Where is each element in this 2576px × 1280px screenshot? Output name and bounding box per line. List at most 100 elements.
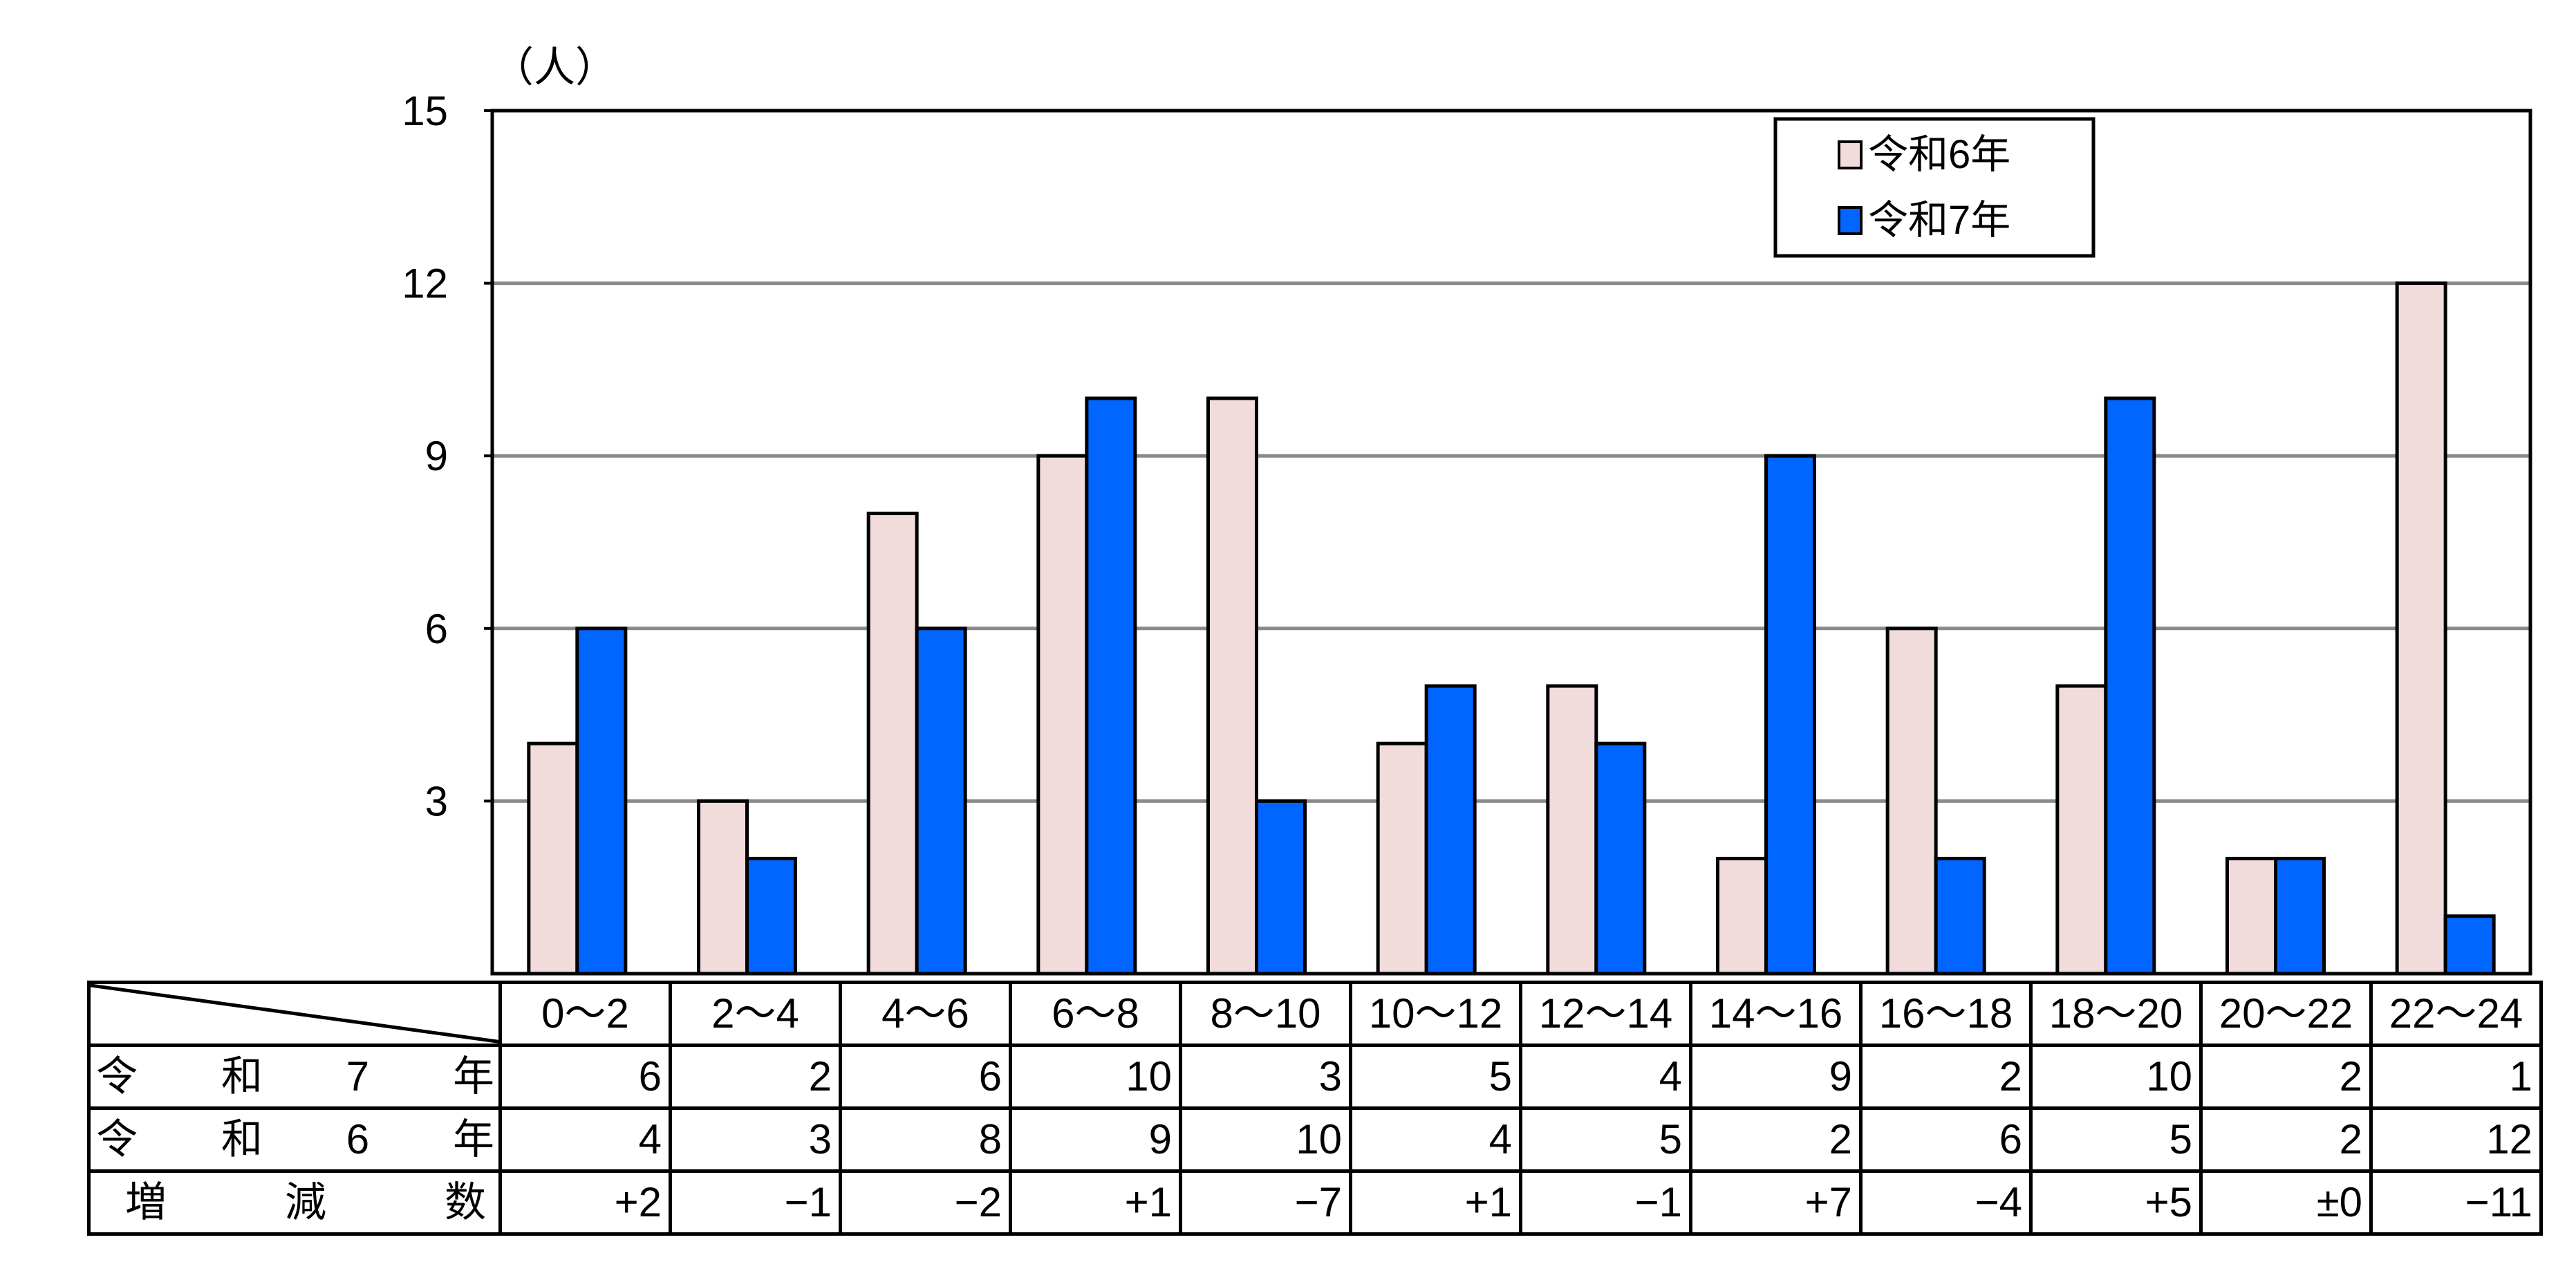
- bar-2025: [1085, 396, 1137, 976]
- legend-swatch-2024: [1838, 140, 1863, 169]
- table-cell: 4: [498, 1106, 672, 1173]
- legend-box: [1773, 117, 2096, 258]
- bar-2025: [575, 627, 628, 976]
- bar-2024: [1206, 396, 1258, 976]
- axes: 3 6 9 12 15: [402, 88, 2532, 976]
- table-cell: −11: [2369, 1169, 2543, 1236]
- y-tick-label: 15: [402, 88, 448, 134]
- bar-2024: [2225, 857, 2277, 976]
- table-cell: 3: [669, 1106, 842, 1173]
- row-label-char: 令: [96, 1053, 138, 1100]
- legend-swatch-2025: [1838, 206, 1863, 235]
- table-row-change: 増 減 数 +2 −1 −2 +1 −7 +1 −1 +7 −4 +5 ±0 −…: [87, 1169, 2543, 1236]
- row-label-char: 令: [96, 1116, 138, 1162]
- table-cell: +1: [1349, 1169, 1522, 1236]
- bar-2024: [1546, 684, 1598, 976]
- table-cell: 10: [2029, 1044, 2203, 1110]
- table-row-2025: 令 和 7 年 6 2 6 10 3 5 4 9 2 10 2 1: [87, 1044, 2543, 1110]
- bar-2025: [1934, 857, 1986, 976]
- table-cell: 6: [839, 1044, 1012, 1110]
- table-cell: 2: [1859, 1044, 2033, 1110]
- row-label-char: 数: [445, 1179, 486, 1225]
- table-cell: 5: [1349, 1044, 1522, 1110]
- table-row-2024: 令 和 6 年 4 3 8 9 10 4 5 2 6 5 2 12: [87, 1106, 2543, 1173]
- bar-chart: 3 6 9 12 15 （人） 令和6年 令和7年: [402, 44, 2532, 976]
- row-label-char: 年: [453, 1053, 494, 1100]
- table-header-cell: 22～24: [2369, 981, 2543, 1047]
- table-cell: +2: [498, 1169, 672, 1236]
- row-label-2024: 令 和 6 年: [87, 1106, 502, 1173]
- row-label-char: 7: [346, 1053, 370, 1100]
- table-cell: +1: [1009, 1169, 1182, 1236]
- bar-2025: [1424, 684, 1477, 976]
- row-label-char: 年: [453, 1116, 494, 1162]
- table-cell: 4: [1519, 1044, 1692, 1110]
- bar-2025: [1594, 741, 1647, 976]
- table-cell: 4: [1349, 1106, 1522, 1173]
- table-cell: 10: [1179, 1106, 1352, 1173]
- table-cell: +7: [1689, 1169, 1863, 1236]
- bar-2025: [915, 627, 967, 976]
- table-cell: 9: [1689, 1044, 1863, 1110]
- table-cell: 9: [1009, 1106, 1182, 1173]
- table-cell: −4: [1859, 1169, 2033, 1236]
- table-header-row: 0～2 2～4 4～6 6～8 8～10 10～12 12～14 14～16 1…: [87, 981, 2543, 1047]
- table-cell: 1: [2369, 1044, 2543, 1110]
- y-tick-label: 6: [425, 606, 448, 652]
- table-header-cell: 14～16: [1689, 981, 1863, 1047]
- table-cell: 2: [1689, 1106, 1863, 1173]
- gridlines: [492, 111, 2530, 974]
- bar-2025: [2443, 914, 2496, 976]
- y-tick-label: 9: [425, 433, 448, 479]
- y-tick-label: 3: [425, 778, 448, 824]
- table-header-cell: 12～14: [1519, 981, 1692, 1047]
- table-cell: −7: [1179, 1169, 1352, 1236]
- row-label-char: 増: [125, 1179, 167, 1225]
- bar-2024: [2395, 281, 2447, 976]
- table-corner-cell: [87, 981, 502, 1047]
- table-header-cell: 18～20: [2029, 981, 2203, 1047]
- bar-2024: [1376, 741, 1428, 976]
- row-label-change: 増 減 数: [87, 1169, 502, 1236]
- row-label-char: 6: [346, 1116, 370, 1162]
- bars: [527, 281, 2496, 976]
- bar-2025: [2274, 857, 2326, 976]
- table-header-cell: 0～2: [498, 981, 672, 1047]
- bar-2024: [866, 511, 919, 976]
- bar-2024: [1716, 857, 1768, 976]
- plot-area: [492, 111, 2530, 974]
- legend: 令和6年 令和7年: [1773, 117, 2096, 258]
- y-unit-label: （人）: [492, 44, 617, 91]
- table-cell: −1: [669, 1169, 842, 1236]
- legend-label-2024: 令和6年: [1868, 132, 2010, 177]
- table-cell: 8: [839, 1106, 1012, 1173]
- table-cell: 2: [669, 1044, 842, 1110]
- bar-2025: [745, 857, 797, 976]
- plot-border: [490, 109, 2532, 976]
- table-cell: 5: [1519, 1106, 1692, 1173]
- bar-2024: [697, 799, 749, 976]
- table-cell: 12: [2369, 1106, 2543, 1173]
- data-table: 0～2 2～4 4～6 6～8 8～10 10～12 12～14 14～16 1…: [87, 981, 2543, 1236]
- bar-2024: [527, 741, 579, 976]
- table-cell: 2: [2199, 1044, 2373, 1110]
- table-cell: +5: [2029, 1169, 2203, 1236]
- row-label-char: 和: [221, 1116, 263, 1162]
- table-cell: 10: [1009, 1044, 1182, 1110]
- y-tick-label: 12: [402, 261, 448, 307]
- table-cell: −1: [1519, 1169, 1692, 1236]
- table-cell: ±0: [2199, 1169, 2373, 1236]
- row-label-2025: 令 和 7 年: [87, 1044, 502, 1110]
- table-cell: 6: [1859, 1106, 2033, 1173]
- table-cell: 5: [2029, 1106, 2203, 1173]
- table-header-cell: 2～4: [669, 981, 842, 1047]
- bar-2024: [1885, 627, 1938, 976]
- row-label-char: 和: [221, 1053, 263, 1100]
- table-header-cell: 16～18: [1859, 981, 2033, 1047]
- table-header-cell: 20～22: [2199, 981, 2373, 1047]
- bar-2025: [1255, 799, 1307, 976]
- table-cell: 6: [498, 1044, 672, 1110]
- table-cell: 2: [2199, 1106, 2373, 1173]
- table-cell: −2: [839, 1169, 1012, 1236]
- bar-2024: [1036, 454, 1089, 976]
